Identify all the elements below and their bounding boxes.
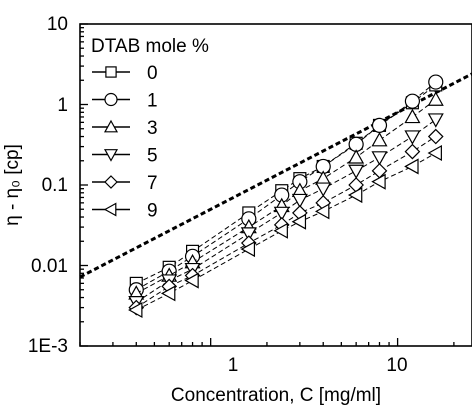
legend-label: 3 [147, 118, 158, 139]
data-point [347, 187, 363, 204]
data-point [240, 241, 256, 258]
legend-label: 1 [147, 91, 158, 112]
data-point [427, 144, 442, 161]
series-layer [128, 74, 444, 319]
data-point [371, 173, 386, 190]
legend-label: 9 [147, 201, 158, 222]
series-5 [128, 113, 444, 311]
x-tick-label-1: 1 [228, 355, 239, 376]
legend-marker [104, 175, 118, 189]
legend-entries: 0 1 3 5 7 9 [92, 63, 158, 222]
data-point [348, 164, 365, 180]
data-point [371, 117, 388, 134]
y-tick-label-1: 1E-3 [28, 336, 68, 357]
data-point [371, 131, 388, 147]
x-axis-title: Concentration, C [mg/ml] [171, 385, 381, 406]
data-point [314, 203, 330, 220]
data-point [291, 213, 307, 230]
legend-entry: 9 [92, 201, 158, 222]
data-point [348, 149, 365, 164]
data-point [315, 182, 332, 197]
y-axis-title: η - η₀ [cp] [2, 144, 23, 226]
dashed-fit-line [79, 72, 472, 279]
legend-marker [103, 149, 119, 162]
data-point [427, 128, 444, 145]
legend-entry: 7 [92, 173, 158, 194]
data-point [404, 158, 419, 175]
data-point [427, 113, 444, 128]
data-point [240, 227, 257, 242]
series-7 [128, 128, 444, 316]
y-tick-label-5: 10 [47, 14, 68, 35]
data-point [428, 74, 444, 90]
data-point [160, 285, 176, 302]
data-point [404, 143, 421, 160]
legend: DTAB mole % 0 1 3 5 7 9 [91, 36, 209, 222]
x-tick-label-2: 10 [386, 355, 407, 376]
data-point [184, 272, 199, 289]
data-point [291, 193, 308, 209]
data-point [427, 91, 444, 106]
data-point [404, 108, 421, 124]
data-point [128, 301, 143, 319]
legend-marker [103, 202, 117, 217]
series-0 [129, 78, 443, 290]
legend-label: 7 [147, 173, 158, 194]
legend-entry: 0 [92, 63, 158, 84]
legend-entry: 5 [92, 146, 158, 167]
y-tick-label-4: 1 [57, 95, 68, 116]
legend-entry: 3 [92, 118, 158, 139]
y-tick-label-2: 0.01 [31, 256, 68, 277]
data-point [273, 206, 290, 222]
series-line [136, 136, 437, 309]
series-9 [128, 144, 442, 319]
data-point [404, 130, 421, 145]
legend-entry: 1 [92, 91, 158, 112]
data-point [315, 170, 332, 185]
y-tick-label-3: 0.1 [42, 175, 68, 196]
legend-title: DTAB mole % [91, 36, 209, 57]
data-point [404, 93, 421, 109]
legend-label: 5 [147, 146, 158, 167]
data-point [273, 222, 288, 239]
legend-marker [104, 92, 118, 107]
legend-label: 0 [147, 63, 158, 84]
legend-marker [103, 119, 119, 133]
tick-marks [79, 23, 455, 347]
legend-marker [105, 66, 117, 78]
data-point [371, 151, 388, 166]
